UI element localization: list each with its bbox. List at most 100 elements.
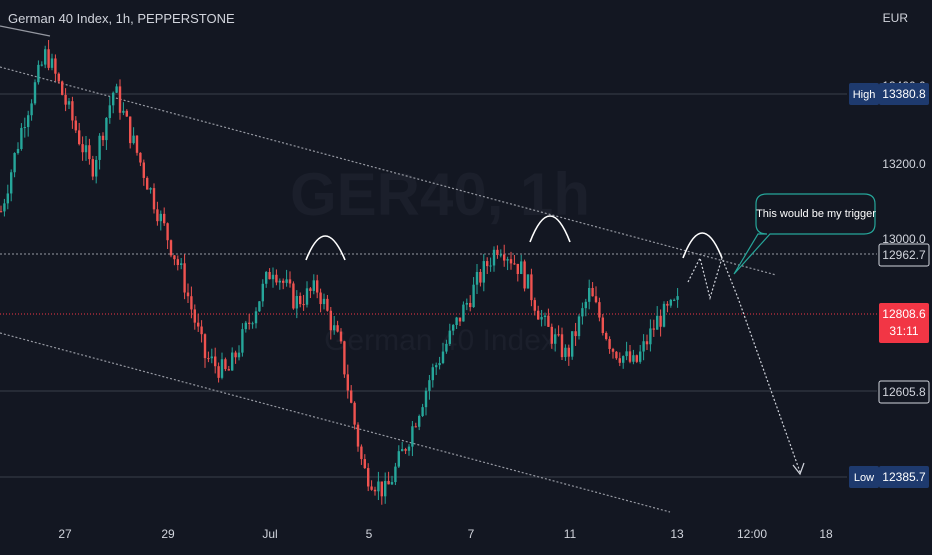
projection-arrow-head xyxy=(792,462,805,476)
candle-body xyxy=(649,328,652,345)
candle-body xyxy=(628,351,632,362)
candle-body xyxy=(101,135,105,141)
candle-body xyxy=(601,317,604,334)
time-tick-18: 18 xyxy=(819,527,833,541)
time-tick-jul: Jul xyxy=(262,527,277,541)
candle-body xyxy=(129,116,132,144)
candle-body xyxy=(159,213,162,222)
candle-body xyxy=(336,325,339,332)
candle-body xyxy=(241,329,244,353)
candle-body xyxy=(13,153,16,173)
candle-body xyxy=(666,303,669,306)
candle-body xyxy=(411,426,414,447)
candle-body xyxy=(656,315,659,330)
candle-body xyxy=(190,296,193,310)
candle-body xyxy=(611,348,615,352)
candle-body xyxy=(271,274,275,280)
candle-body xyxy=(44,49,47,65)
candle-body xyxy=(244,322,247,330)
candle-body xyxy=(84,145,88,153)
candle-body xyxy=(577,316,581,337)
candle-body xyxy=(645,341,649,345)
candle-body xyxy=(197,322,200,327)
candle-body xyxy=(520,261,523,275)
candle-body xyxy=(571,331,574,357)
high-label-box xyxy=(849,83,879,105)
candle-body xyxy=(33,82,37,104)
pattern-arc-left[interactable] xyxy=(305,235,346,261)
candle-body xyxy=(639,351,642,362)
level-value: 12962.7 xyxy=(882,248,926,262)
candle-body xyxy=(292,283,295,309)
candle-body xyxy=(560,334,564,358)
candle-body xyxy=(295,295,298,309)
candle-body xyxy=(615,351,618,359)
candle-body xyxy=(404,449,407,451)
candle-body xyxy=(152,188,156,210)
time-tick-5: 5 xyxy=(366,527,373,541)
candle-body xyxy=(125,110,128,117)
candle-body xyxy=(67,101,71,105)
candle-body xyxy=(588,287,591,302)
candle-body xyxy=(105,117,108,141)
candle-body xyxy=(496,249,499,256)
current-price-box xyxy=(879,303,929,343)
candle-body xyxy=(132,135,135,144)
candle-body xyxy=(16,148,20,154)
candle-body xyxy=(275,274,278,283)
candle-body xyxy=(112,92,115,106)
candle-body xyxy=(268,271,271,280)
candle-body xyxy=(146,177,149,190)
candle-body xyxy=(258,301,261,312)
candle-body xyxy=(64,94,67,105)
candle-body xyxy=(673,299,676,301)
high-value: 13380.8 xyxy=(882,87,926,101)
pattern-arc-middle[interactable] xyxy=(529,215,571,243)
candle-body xyxy=(302,304,305,306)
candle-body xyxy=(492,249,496,266)
candle-body xyxy=(452,325,455,331)
candle-body xyxy=(95,159,98,177)
candle-body xyxy=(659,315,662,327)
projection-zigzag[interactable] xyxy=(687,256,801,473)
candle-body xyxy=(428,380,431,391)
candle-body xyxy=(676,296,679,300)
candle-body xyxy=(346,374,349,391)
candle-body xyxy=(217,366,220,378)
pattern-arc-right[interactable] xyxy=(682,232,723,259)
candle-body xyxy=(401,449,404,452)
candle-body xyxy=(605,333,608,340)
watermark-name: German 40 Index xyxy=(324,324,556,357)
candle-body xyxy=(424,390,428,408)
top-left-trend-line[interactable] xyxy=(0,25,51,37)
channel-lower-line[interactable] xyxy=(0,332,671,513)
candle-body xyxy=(356,424,360,447)
candle-body xyxy=(499,254,502,256)
candle-body xyxy=(30,103,33,116)
candle-body xyxy=(547,315,550,327)
candle-body xyxy=(37,64,40,83)
candle-body xyxy=(98,135,101,160)
candle-body xyxy=(173,255,176,260)
candle-body xyxy=(455,317,458,326)
candle-body xyxy=(319,292,322,305)
candle-body xyxy=(479,271,482,283)
annotation-callout[interactable] xyxy=(733,193,876,275)
candle-body xyxy=(574,331,577,337)
high-label: High xyxy=(853,89,876,101)
candle-body xyxy=(207,358,210,360)
channel-upper-line[interactable] xyxy=(0,66,777,276)
candle-body xyxy=(503,254,506,261)
time-axis[interactable]: 27 29 Jul 5 7 11 13 12:00 18 xyxy=(58,527,833,541)
symbol-title[interactable]: German 40 Index, 1h, PEPPERSTONE xyxy=(8,11,235,26)
time-tick-29: 29 xyxy=(161,527,175,541)
candles-group xyxy=(0,39,679,505)
candle-body xyxy=(166,223,169,241)
candle-body xyxy=(193,309,196,323)
candle-body xyxy=(169,240,173,256)
candle-body xyxy=(554,334,557,344)
candle-body xyxy=(523,261,526,289)
candle-body xyxy=(360,446,363,460)
